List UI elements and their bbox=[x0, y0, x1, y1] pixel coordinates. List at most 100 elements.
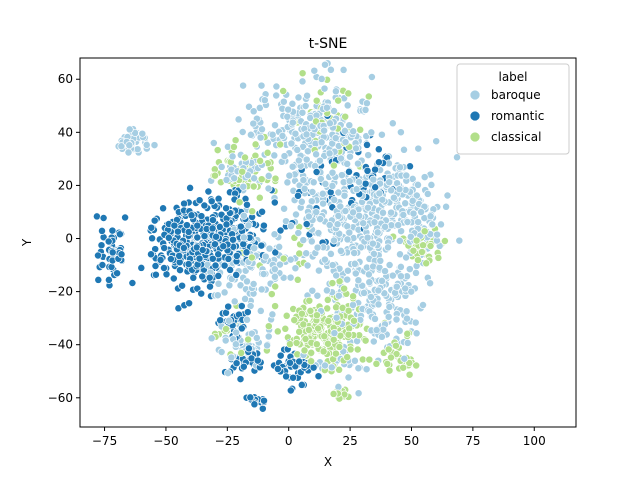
scatter-point-classical bbox=[298, 69, 307, 78]
scatter-point-baroque bbox=[299, 176, 308, 185]
scatter-point-baroque bbox=[270, 272, 279, 281]
scatter-point-classical bbox=[346, 345, 355, 354]
scatter-point-baroque bbox=[250, 244, 259, 253]
scatter-point-classical bbox=[344, 89, 353, 98]
scatter-point-romantic bbox=[193, 221, 202, 230]
scatter-point-baroque bbox=[412, 191, 421, 200]
scatter-point-baroque bbox=[343, 266, 352, 275]
scatter-point-romantic bbox=[374, 145, 383, 154]
scatter-point-romantic bbox=[200, 232, 209, 241]
scatter-point-romantic bbox=[406, 162, 414, 171]
scatter-point-baroque bbox=[243, 315, 251, 324]
scatter-point-romantic bbox=[193, 233, 202, 242]
scatter-point-romantic bbox=[207, 197, 216, 206]
scatter-point-baroque bbox=[367, 73, 376, 81]
scatter-point-baroque bbox=[455, 236, 464, 245]
scatter-point-romantic bbox=[215, 222, 224, 231]
scatter-point-romantic bbox=[206, 282, 214, 291]
scatter-point-romantic bbox=[246, 393, 255, 402]
scatter-point-romantic bbox=[169, 274, 178, 283]
scatter-point-baroque bbox=[385, 261, 394, 269]
scatter-point-romantic bbox=[259, 221, 268, 230]
scatter-point-baroque bbox=[325, 221, 334, 229]
scatter-point-baroque bbox=[330, 236, 338, 245]
points-layer bbox=[92, 59, 464, 413]
scatter-point-baroque bbox=[378, 276, 386, 285]
chart-title: t-SNE bbox=[309, 36, 348, 52]
scatter-point-baroque bbox=[313, 291, 322, 300]
scatter-point-romantic bbox=[98, 261, 107, 269]
scatter-point-romantic bbox=[180, 199, 189, 208]
scatter-point-baroque bbox=[315, 156, 324, 165]
scatter-point-classical bbox=[231, 136, 240, 145]
scatter-point-romantic bbox=[363, 140, 371, 149]
scatter-point-baroque bbox=[333, 220, 342, 229]
y-tick-label: −20 bbox=[48, 285, 73, 299]
scatter-point-baroque bbox=[249, 107, 258, 116]
scatter-point-romantic bbox=[128, 279, 137, 287]
scatter-point-baroque bbox=[227, 353, 236, 362]
scatter-point-classical bbox=[440, 237, 449, 245]
scatter-point-baroque bbox=[379, 325, 388, 334]
scatter-point-romantic bbox=[186, 183, 195, 192]
scatter-point-baroque bbox=[412, 329, 421, 338]
scatter-point-baroque bbox=[303, 261, 312, 270]
scatter-point-baroque bbox=[331, 87, 340, 96]
scatter-point-baroque bbox=[346, 152, 354, 161]
scatter-point-baroque bbox=[388, 271, 397, 280]
scatter-point-baroque bbox=[432, 137, 441, 146]
scatter-point-romantic bbox=[237, 302, 246, 311]
scatter-point-baroque bbox=[403, 338, 412, 347]
scatter-point-baroque bbox=[320, 255, 329, 264]
scatter-point-romantic bbox=[151, 262, 160, 270]
scatter-point-baroque bbox=[370, 218, 379, 227]
scatter-point-romantic bbox=[148, 234, 157, 243]
scatter-point-baroque bbox=[340, 126, 349, 135]
scatter-point-baroque bbox=[341, 138, 350, 147]
scatter-point-classical bbox=[324, 316, 333, 325]
scatter-point-classical bbox=[412, 361, 421, 370]
scatter-point-romantic bbox=[294, 191, 302, 200]
scatter-point-baroque bbox=[332, 313, 341, 322]
scatter-point-romantic bbox=[178, 281, 187, 290]
scatter-point-classical bbox=[312, 311, 321, 320]
scatter-point-classical bbox=[222, 325, 230, 333]
scatter-point-classical bbox=[334, 96, 343, 105]
scatter-point-baroque bbox=[352, 144, 360, 153]
scatter-point-classical bbox=[257, 175, 266, 184]
scatter-point-romantic bbox=[166, 255, 175, 263]
scatter-point-classical bbox=[229, 143, 238, 151]
scatter-point-classical bbox=[405, 359, 414, 367]
scatter-point-romantic bbox=[187, 211, 196, 220]
scatter-point-baroque bbox=[345, 177, 354, 186]
scatter-point-romantic bbox=[195, 196, 204, 205]
scatter-point-baroque bbox=[384, 312, 393, 321]
scatter-point-baroque bbox=[387, 186, 396, 195]
legend-label: classical bbox=[491, 130, 541, 144]
scatter-point-baroque bbox=[209, 139, 218, 147]
legend-items: baroque romantic classical bbox=[469, 88, 544, 144]
scatter-point-classical bbox=[422, 259, 431, 268]
scatter-point-romantic bbox=[156, 255, 165, 264]
scatter-point-romantic bbox=[286, 358, 294, 367]
scatter-point-baroque bbox=[388, 119, 397, 128]
scatter-point-romantic bbox=[239, 362, 248, 371]
scatter-point-romantic bbox=[160, 264, 168, 272]
scatter-point-baroque bbox=[320, 126, 329, 135]
scatter-point-baroque bbox=[354, 159, 362, 168]
scatter-point-baroque bbox=[394, 221, 403, 230]
scatter-point-classical bbox=[276, 140, 285, 149]
scatter-point-romantic bbox=[236, 222, 245, 231]
scatter-point-baroque bbox=[403, 218, 412, 226]
scatter-point-romantic bbox=[150, 216, 159, 225]
scatter-point-baroque bbox=[443, 191, 452, 200]
scatter-point-romantic bbox=[147, 250, 155, 259]
scatter-point-baroque bbox=[124, 148, 133, 157]
scatter-point-classical bbox=[295, 249, 304, 258]
scatter-point-baroque bbox=[387, 208, 396, 217]
legend-item-classical: classical bbox=[469, 130, 541, 144]
scatter-point-romantic bbox=[121, 213, 130, 222]
scatter-point-baroque bbox=[442, 202, 451, 211]
scatter-point-classical bbox=[255, 193, 264, 202]
scatter-point-classical bbox=[279, 87, 288, 95]
